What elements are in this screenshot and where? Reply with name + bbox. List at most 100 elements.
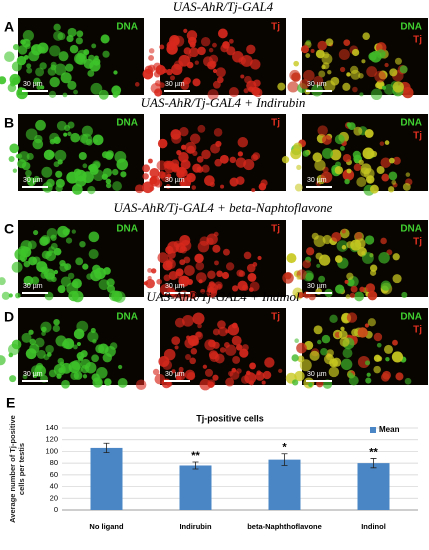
cell	[346, 278, 355, 287]
cell	[154, 88, 163, 97]
cell	[344, 178, 350, 185]
cell	[361, 251, 366, 256]
cell	[376, 49, 386, 59]
cell	[338, 330, 348, 339]
cell	[382, 370, 391, 380]
cell	[67, 80, 77, 90]
cell	[147, 268, 153, 273]
cell	[294, 183, 303, 192]
cell	[339, 336, 350, 347]
cell	[311, 232, 319, 240]
cell	[325, 38, 334, 47]
cell	[184, 265, 195, 276]
cell	[98, 89, 109, 100]
cell	[107, 284, 116, 294]
cell	[317, 40, 328, 51]
cell	[248, 287, 254, 292]
micrograph	[8, 114, 144, 195]
cell	[346, 312, 358, 323]
cell	[173, 240, 181, 248]
cell	[208, 47, 214, 53]
micrograph	[0, 308, 144, 389]
channel-label: Tj	[271, 312, 280, 323]
cell	[291, 354, 299, 362]
cell	[170, 129, 181, 140]
channel-label: Tj	[413, 325, 422, 336]
cell	[32, 138, 44, 150]
cell	[318, 70, 326, 78]
cell	[77, 49, 88, 60]
image-background	[302, 308, 428, 385]
y-tick-label: 80	[50, 458, 58, 467]
x-tick-label: Indinol	[361, 522, 386, 531]
cell	[117, 378, 128, 388]
cell	[231, 285, 239, 292]
cell	[212, 68, 218, 74]
cell	[357, 327, 368, 338]
bar	[179, 465, 212, 510]
cell	[180, 144, 187, 150]
cell	[162, 68, 168, 74]
cell	[294, 338, 299, 343]
cell	[352, 86, 358, 93]
cell	[252, 262, 258, 267]
cell	[204, 368, 214, 377]
cell	[159, 82, 165, 88]
cell	[76, 341, 81, 347]
cell	[322, 147, 333, 159]
cell	[192, 312, 205, 325]
cell	[178, 366, 184, 372]
cell	[214, 260, 219, 266]
cell	[334, 134, 345, 145]
cell	[327, 69, 332, 75]
cell	[9, 375, 17, 383]
cell	[320, 171, 333, 184]
cell	[359, 286, 365, 293]
cell	[56, 373, 62, 379]
cell	[53, 247, 62, 256]
cell	[23, 275, 34, 286]
cell	[48, 369, 57, 378]
cell	[202, 364, 208, 369]
bar	[268, 459, 301, 510]
cell	[111, 290, 123, 302]
y-tick-label: 0	[54, 505, 58, 514]
cell	[173, 60, 184, 70]
cell	[92, 134, 104, 146]
channel-label: DNA	[400, 224, 422, 235]
cell	[381, 173, 390, 182]
cell	[26, 63, 32, 69]
cell	[192, 78, 201, 87]
cell	[241, 344, 249, 351]
cell	[50, 61, 57, 68]
cell	[331, 357, 342, 367]
cell	[342, 348, 353, 359]
cell	[8, 155, 15, 163]
cell	[39, 62, 47, 70]
legend-label: Mean	[379, 425, 400, 434]
cell	[198, 279, 203, 284]
cell	[102, 50, 110, 58]
cell	[16, 55, 27, 66]
cell	[190, 348, 198, 355]
cell	[246, 370, 251, 376]
cell	[148, 55, 155, 61]
cell	[342, 153, 352, 163]
cell	[303, 69, 315, 82]
cell	[28, 50, 40, 62]
cell	[282, 272, 294, 284]
cell	[174, 345, 179, 350]
cell	[347, 122, 356, 131]
scale-label: 30 µm	[165, 283, 185, 290]
cell	[65, 63, 74, 72]
cell	[82, 374, 88, 379]
cell	[183, 47, 192, 55]
cell	[362, 32, 370, 40]
cell	[296, 342, 307, 354]
micrograph	[0, 220, 144, 303]
cell	[0, 355, 6, 366]
cell	[12, 168, 18, 173]
cell	[25, 128, 38, 141]
cell	[212, 244, 221, 253]
